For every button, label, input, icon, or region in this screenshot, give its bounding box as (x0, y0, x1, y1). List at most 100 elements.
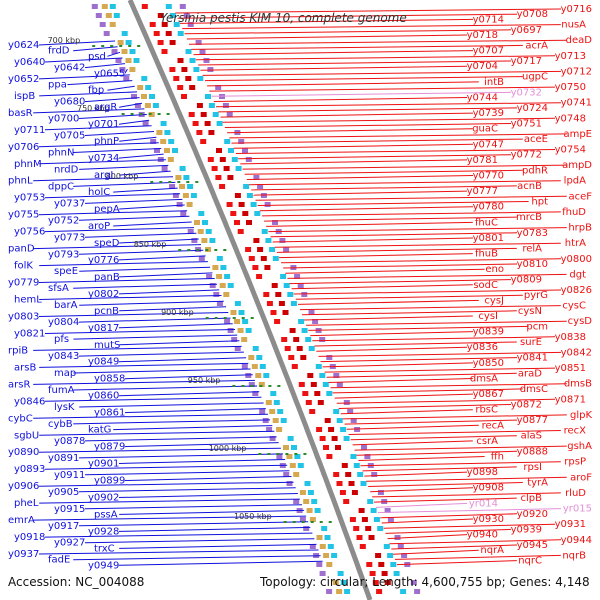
feature-block (216, 148, 222, 153)
gene-connector (301, 310, 517, 316)
feature-block (193, 67, 200, 72)
feature-block (353, 526, 360, 531)
feature-block (125, 58, 132, 63)
feature-block (197, 229, 204, 234)
feature-block (190, 193, 197, 198)
right-gene-label: clpB (521, 493, 543, 504)
gene-connector (387, 534, 468, 540)
gene-connector (39, 91, 138, 97)
right-gene-label: y0781 (467, 155, 498, 166)
gene-connector (107, 85, 135, 91)
right-gene-label: y0770 (473, 171, 504, 182)
right-gene-label: aroF (570, 472, 592, 483)
left-gene-label: y0624 (8, 40, 39, 51)
gene-connector (33, 108, 145, 114)
feature-block (203, 58, 210, 63)
feature-block (324, 535, 331, 540)
feature-block (350, 418, 357, 423)
gene-connector (73, 46, 118, 52)
gene-connector (272, 237, 474, 243)
feature-block (361, 517, 368, 522)
gene-connector (44, 532, 313, 538)
feature-block (264, 202, 271, 207)
feature-block (341, 463, 348, 468)
right-gene-label: y0940 (467, 530, 498, 541)
feature-block (373, 517, 380, 522)
feature-block (201, 238, 208, 243)
feature-block (256, 274, 263, 279)
gene-connector (79, 164, 169, 170)
right-gene-label: y0939 (511, 524, 542, 535)
gene-connector (78, 249, 204, 255)
feature-block (154, 148, 160, 153)
gene-connector (297, 299, 479, 305)
right-gene-label: nqrB (562, 550, 586, 561)
gene-connector (39, 498, 300, 504)
gene-connector (119, 204, 185, 210)
feature-block (257, 247, 264, 252)
feature-block (307, 490, 314, 495)
left-gene-label: y0949 (88, 560, 119, 571)
gene-connector (44, 396, 262, 402)
gene-connector (274, 242, 561, 248)
gene-connector (33, 379, 255, 385)
feature-block (294, 454, 301, 459)
left-gene-label: y0861 (94, 408, 125, 419)
feature-block (169, 13, 176, 18)
gene-connector (44, 464, 288, 470)
left-gene-label: y0821 (14, 329, 45, 340)
feature-block (293, 472, 300, 477)
feature-block (279, 238, 286, 243)
gene-connector (261, 211, 561, 217)
right-gene-label: aceE (524, 134, 548, 145)
feature-block (340, 580, 347, 585)
gene-connector (266, 221, 473, 227)
gene-connector (118, 255, 206, 261)
feature-block (323, 553, 330, 558)
feature-block (172, 148, 178, 153)
gene-connector (251, 185, 517, 191)
gene-connector (175, 8, 562, 14)
backbone-arc (127, 0, 373, 600)
left-gene-label: arsB (14, 362, 36, 373)
left-gene-label: y0773 (54, 232, 85, 243)
feature-block (157, 13, 164, 18)
feature-block (164, 148, 170, 153)
left-gene-label: y0843 (48, 351, 79, 362)
feature-block (400, 589, 407, 594)
feature-block (291, 445, 297, 450)
gene-connector (375, 502, 468, 508)
feature-block (314, 508, 321, 513)
gene-connector (113, 187, 178, 193)
feature-block (319, 544, 326, 549)
feature-block (117, 40, 124, 45)
feature-block (286, 454, 293, 459)
gene-connector (204, 76, 523, 82)
feature-block (287, 436, 294, 441)
feature-block (271, 283, 278, 288)
left-gene-label: pheL (14, 498, 39, 509)
feature-block (160, 139, 167, 144)
feature-block (315, 364, 322, 369)
feature-block (241, 337, 248, 342)
feature-block (91, 4, 98, 9)
feature-block (286, 481, 293, 486)
right-gene-label: y0783 (517, 228, 548, 239)
gene-connector (362, 466, 517, 472)
feature-block (326, 454, 333, 459)
feature-block (300, 355, 307, 360)
gene-connector (118, 289, 220, 295)
feature-block (327, 544, 334, 549)
feature-block (288, 355, 295, 360)
feature-block (294, 274, 301, 279)
right-gene-label: ugpC (522, 72, 548, 83)
right-gene-label: y0842 (561, 347, 592, 358)
feature-block (216, 274, 223, 279)
feature-block (246, 193, 253, 198)
feature-block (253, 175, 260, 180)
feature-block (350, 454, 357, 459)
feature-block (200, 139, 207, 144)
feature-block (316, 562, 323, 567)
feature-block (189, 85, 196, 90)
feature-block (242, 148, 248, 153)
